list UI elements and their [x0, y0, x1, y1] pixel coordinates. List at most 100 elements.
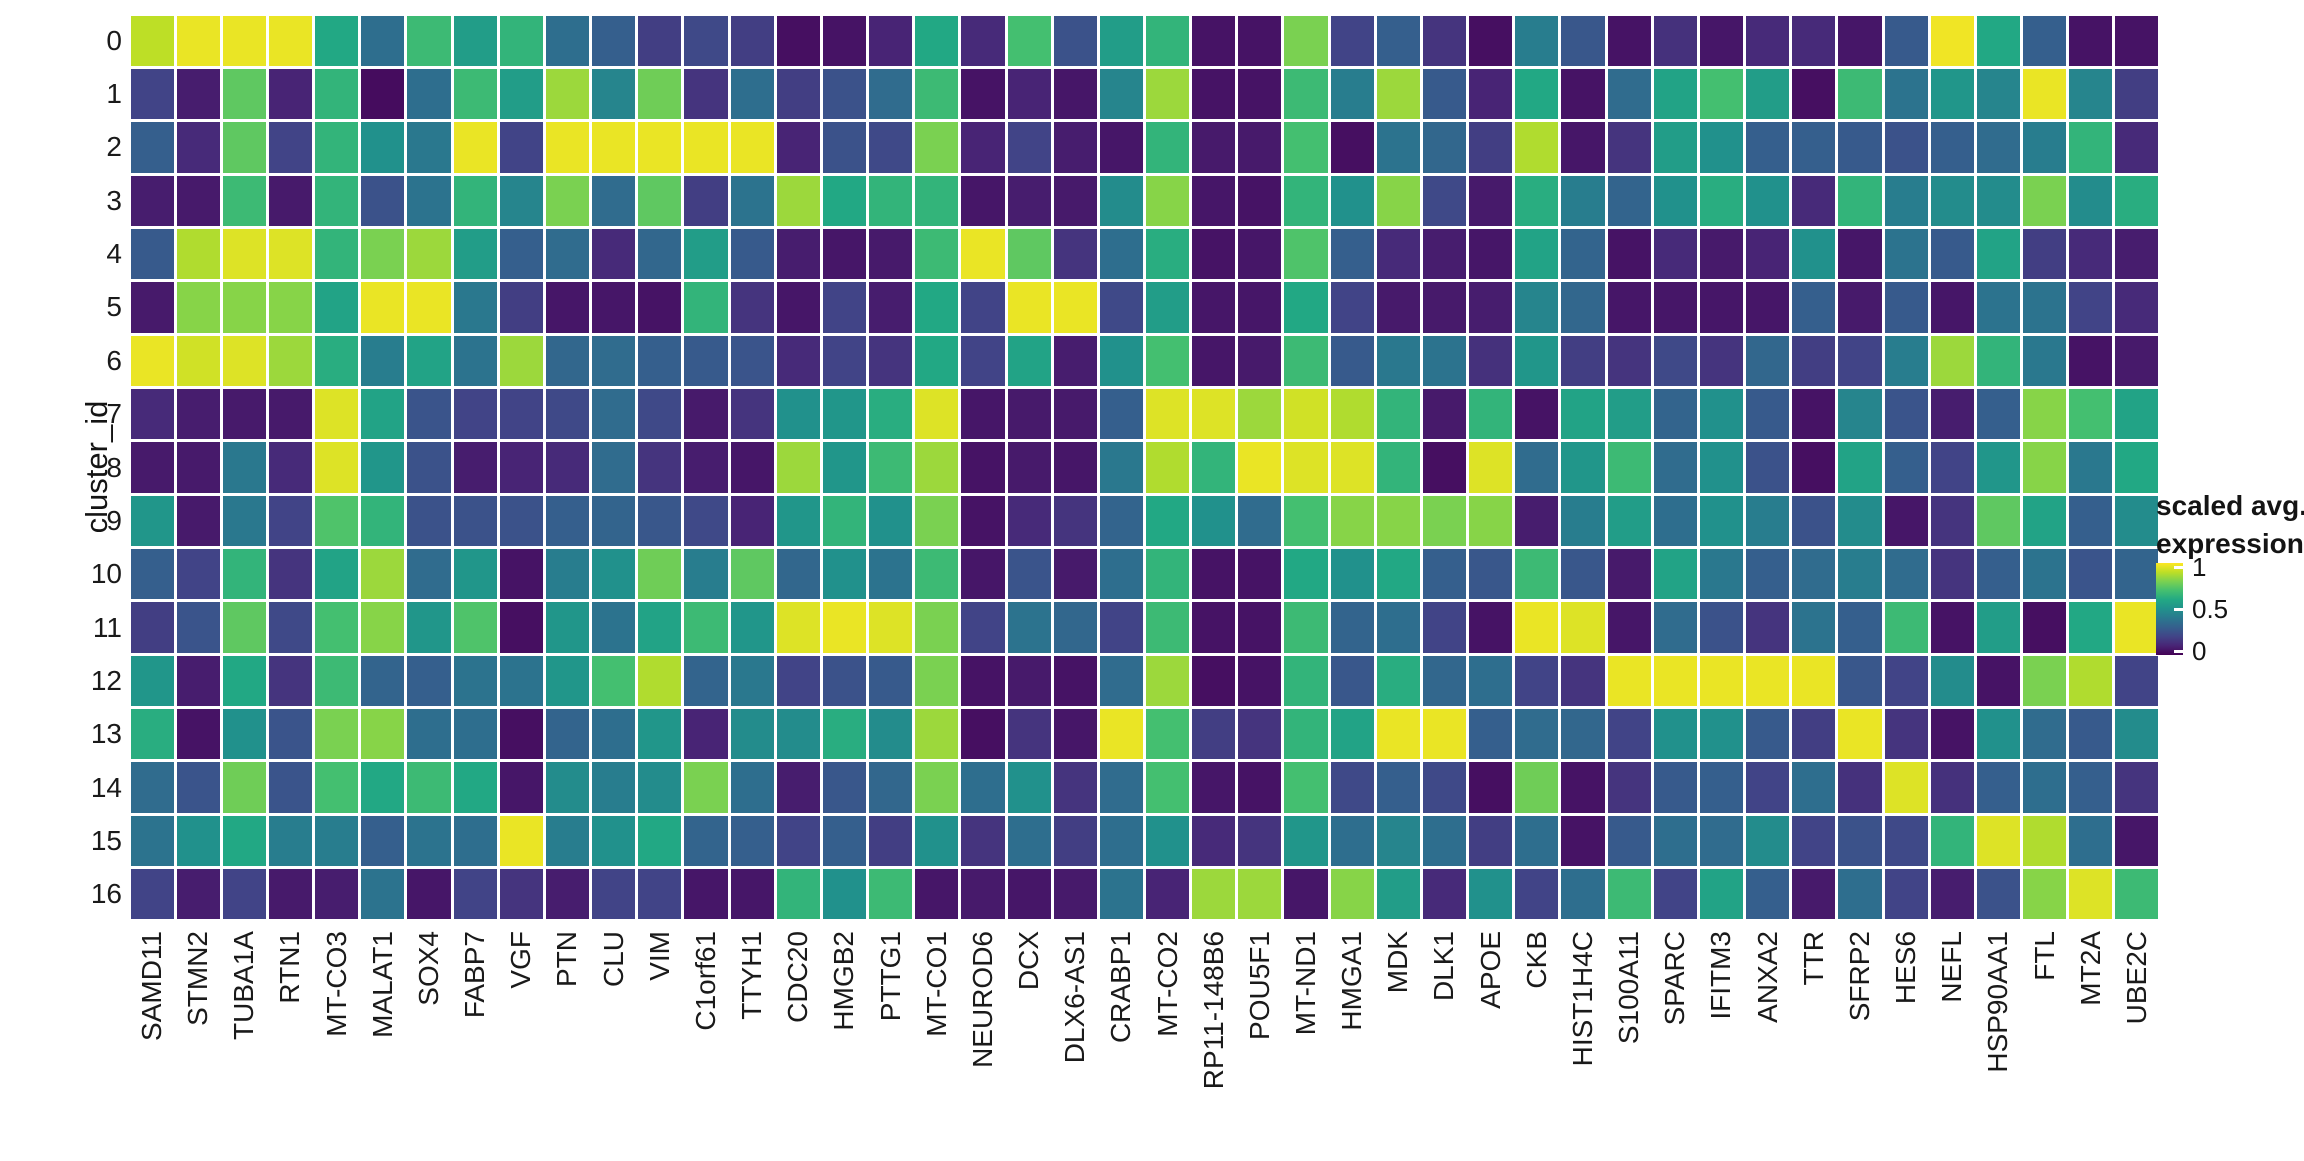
heatmap-cell	[176, 762, 220, 813]
heatmap-cell	[2023, 495, 2067, 547]
heatmap-cell	[1884, 335, 1928, 386]
heatmap-cell	[684, 15, 728, 66]
heatmap-cell	[961, 335, 1005, 386]
heatmap-cell	[130, 335, 174, 386]
heatmap-cell	[2069, 122, 2113, 173]
heatmap-cell	[1330, 709, 1374, 760]
heatmap-cell	[453, 175, 497, 226]
heatmap-cell	[1561, 442, 1605, 493]
heatmap-cell	[915, 282, 959, 333]
heatmap-cell	[176, 175, 220, 226]
heatmap-cell	[869, 335, 913, 386]
heatmap-cell	[1699, 815, 1744, 867]
heatmap-cell	[407, 762, 451, 813]
heatmap-cell	[776, 709, 820, 760]
heatmap-cell	[1376, 15, 1420, 66]
heatmap-cell	[1099, 442, 1143, 493]
heatmap-cell	[2023, 335, 2067, 386]
heatmap-cell	[915, 602, 959, 653]
heatmap-cell	[268, 15, 313, 66]
heatmap-cell	[1192, 388, 1236, 440]
heatmap-cell	[1238, 388, 1282, 440]
heatmap-cell	[1376, 282, 1420, 333]
x-tick-label: PTN	[551, 931, 583, 987]
heatmap-cell	[361, 655, 405, 707]
heatmap-cell	[1192, 122, 1236, 173]
heatmap-cell	[1607, 68, 1651, 120]
heatmap-cell	[361, 869, 405, 920]
heatmap-cell	[1007, 495, 1051, 547]
heatmap-cell	[1192, 15, 1236, 66]
heatmap-cell	[1422, 228, 1467, 280]
heatmap-cell	[361, 602, 405, 653]
heatmap-cell	[130, 122, 174, 173]
heatmap-cell	[545, 15, 590, 66]
heatmap-cell	[1284, 388, 1328, 440]
heatmap-cell	[638, 15, 682, 66]
heatmap-cell	[730, 282, 774, 333]
legend-tick-label: 0.5	[2192, 594, 2229, 624]
heatmap-cell	[1469, 602, 1513, 653]
heatmap-cell	[638, 815, 682, 867]
y-tick-label: 14	[90, 771, 122, 803]
heatmap-cell	[1976, 68, 2021, 120]
heatmap-cell	[730, 122, 774, 173]
heatmap-cell	[545, 282, 590, 333]
heatmap-cell	[961, 68, 1005, 120]
heatmap-cell	[453, 282, 497, 333]
heatmap-cell	[315, 175, 359, 226]
heatmap-cell	[1376, 655, 1420, 707]
heatmap-cell	[1792, 549, 1836, 600]
heatmap-cell	[1099, 549, 1143, 600]
x-tick-label: S100A11	[1613, 931, 1645, 1045]
heatmap-cell	[730, 655, 774, 707]
heatmap-cell	[915, 335, 959, 386]
heatmap-cell	[1976, 388, 2021, 440]
heatmap-cell	[822, 282, 867, 333]
heatmap-cell	[1699, 68, 1744, 120]
heatmap-cell	[1007, 869, 1051, 920]
x-tick-label: ANXA2	[1751, 931, 1783, 1023]
heatmap-cell	[1422, 175, 1467, 226]
heatmap-cell	[1469, 442, 1513, 493]
heatmap-cell	[176, 68, 220, 120]
heatmap-cell	[1653, 388, 1697, 440]
heatmap-cell	[730, 709, 774, 760]
heatmap-cell	[2115, 655, 2159, 707]
heatmap-cell	[1792, 442, 1836, 493]
y-tick-label: 3	[106, 184, 122, 216]
heatmap-cell	[222, 602, 266, 653]
heatmap-cell	[1561, 122, 1605, 173]
heatmap-cell	[407, 549, 451, 600]
heatmap-cell	[1838, 495, 1882, 547]
heatmap-cell	[1561, 602, 1605, 653]
heatmap-cell	[1376, 762, 1420, 813]
heatmap-cell	[684, 442, 728, 493]
heatmap-cell	[545, 442, 590, 493]
heatmap-cell	[2069, 15, 2113, 66]
heatmap-cell	[1792, 655, 1836, 707]
x-tick-label: MALAT1	[366, 931, 398, 1038]
heatmap-cell	[315, 228, 359, 280]
heatmap-cell	[1515, 602, 1559, 653]
heatmap-cell	[730, 869, 774, 920]
heatmap-cell	[315, 602, 359, 653]
heatmap-cell	[1838, 15, 1882, 66]
heatmap-cell	[1330, 869, 1374, 920]
heatmap-cell	[1976, 122, 2021, 173]
heatmap-cell	[268, 228, 313, 280]
heatmap-cell	[1699, 282, 1744, 333]
heatmap-cell	[1099, 869, 1143, 920]
heatmap-cell	[1007, 228, 1051, 280]
heatmap-cell	[961, 815, 1005, 867]
heatmap-cell	[1376, 815, 1420, 867]
heatmap-cell	[1838, 442, 1882, 493]
heatmap-cell	[1884, 495, 1928, 547]
heatmap-cell	[2023, 709, 2067, 760]
heatmap-cell	[684, 388, 728, 440]
heatmap-cell	[592, 815, 636, 867]
heatmap-cell	[545, 869, 590, 920]
heatmap-cell	[407, 442, 451, 493]
legend-tick-mark	[2174, 565, 2183, 569]
y-tick-label: 15	[90, 824, 122, 856]
